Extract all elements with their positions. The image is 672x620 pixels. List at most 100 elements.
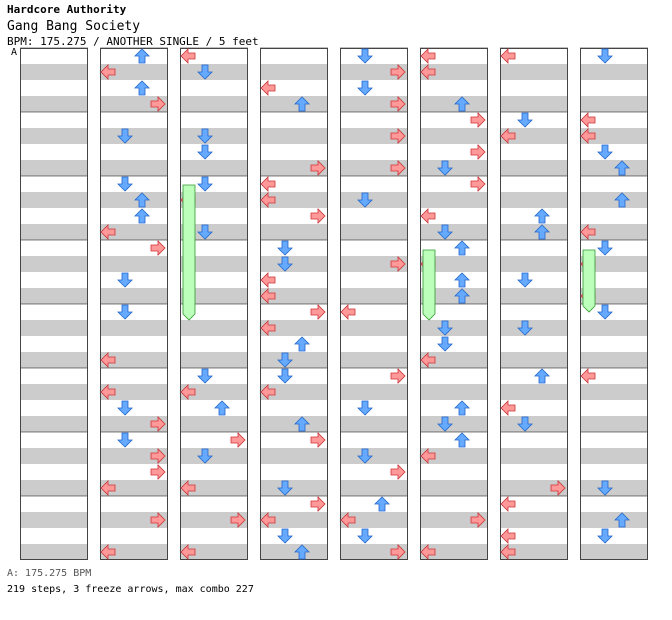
step-arrow bbox=[390, 64, 406, 80]
stripe bbox=[20, 512, 88, 528]
step-arrow bbox=[420, 48, 436, 64]
stripe bbox=[260, 384, 328, 400]
stripe bbox=[580, 384, 648, 400]
step-arrow bbox=[100, 352, 116, 368]
stripe bbox=[180, 64, 248, 80]
step-arrow bbox=[500, 48, 516, 64]
stripe bbox=[100, 96, 168, 112]
step-arrow bbox=[580, 368, 596, 384]
stripe bbox=[420, 96, 488, 112]
step-arrow bbox=[260, 192, 276, 208]
stripe bbox=[180, 448, 248, 464]
step-arrow bbox=[357, 400, 373, 416]
stripe bbox=[100, 288, 168, 304]
step-arrow bbox=[357, 80, 373, 96]
step-arrow bbox=[357, 48, 373, 64]
stripe bbox=[420, 160, 488, 176]
stripe bbox=[260, 320, 328, 336]
header-title: Gang Bang Society bbox=[7, 19, 141, 34]
step-arrow bbox=[197, 128, 213, 144]
stripe bbox=[580, 512, 648, 528]
step-arrow bbox=[437, 416, 453, 432]
step-arrow bbox=[517, 272, 533, 288]
stripe bbox=[420, 224, 488, 240]
step-arrow bbox=[180, 384, 196, 400]
stripe bbox=[420, 256, 488, 272]
step-arrow bbox=[470, 176, 486, 192]
step-arrow bbox=[260, 272, 276, 288]
step-arrow bbox=[357, 192, 373, 208]
stripe bbox=[20, 320, 88, 336]
step-arrow bbox=[437, 320, 453, 336]
stripe bbox=[580, 544, 648, 560]
step-arrow bbox=[374, 496, 390, 512]
stripe bbox=[340, 512, 408, 528]
stripe bbox=[20, 224, 88, 240]
stripe bbox=[500, 288, 568, 304]
stripe bbox=[500, 512, 568, 528]
stripe bbox=[180, 288, 248, 304]
step-arrow bbox=[180, 480, 196, 496]
stripe bbox=[20, 384, 88, 400]
stripe bbox=[180, 416, 248, 432]
stripe bbox=[180, 256, 248, 272]
stripe bbox=[500, 544, 568, 560]
step-arrow bbox=[134, 48, 150, 64]
stripe bbox=[500, 64, 568, 80]
stripe bbox=[20, 288, 88, 304]
stripe bbox=[340, 416, 408, 432]
step-arrow bbox=[454, 272, 470, 288]
step-arrow bbox=[310, 208, 326, 224]
stripe bbox=[500, 352, 568, 368]
stripe bbox=[180, 192, 248, 208]
stripe bbox=[500, 320, 568, 336]
step-arrow bbox=[534, 368, 550, 384]
stripe bbox=[20, 160, 88, 176]
stripe bbox=[100, 448, 168, 464]
stripe bbox=[260, 256, 328, 272]
stripe bbox=[180, 96, 248, 112]
stripe bbox=[340, 256, 408, 272]
stripe bbox=[100, 160, 168, 176]
stripe bbox=[500, 128, 568, 144]
stripe bbox=[340, 128, 408, 144]
stripe bbox=[420, 64, 488, 80]
stripe bbox=[180, 512, 248, 528]
step-arrow bbox=[500, 128, 516, 144]
stripe bbox=[420, 448, 488, 464]
step-arrow bbox=[260, 384, 276, 400]
step-arrow bbox=[597, 240, 613, 256]
stripe bbox=[580, 416, 648, 432]
step-arrow bbox=[470, 112, 486, 128]
step-arrow bbox=[437, 336, 453, 352]
stripe bbox=[420, 192, 488, 208]
step-arrow bbox=[470, 512, 486, 528]
stripe bbox=[340, 544, 408, 560]
step-arrow bbox=[340, 304, 356, 320]
step-arrow bbox=[420, 208, 436, 224]
column-border bbox=[180, 48, 248, 560]
step-arrow bbox=[390, 96, 406, 112]
step-arrow bbox=[597, 480, 613, 496]
step-arrow bbox=[117, 176, 133, 192]
stripe bbox=[180, 480, 248, 496]
step-arrow bbox=[580, 128, 596, 144]
step-arrow bbox=[454, 240, 470, 256]
step-arrow bbox=[100, 544, 116, 560]
step-arrow bbox=[310, 432, 326, 448]
stripe bbox=[180, 128, 248, 144]
step-arrow bbox=[500, 496, 516, 512]
step-arrow bbox=[100, 64, 116, 80]
stripe bbox=[260, 448, 328, 464]
header-info: BPM: 175.275 / ANOTHER SINGLE / 5 feet bbox=[7, 35, 259, 48]
stripe bbox=[420, 480, 488, 496]
stripe bbox=[500, 384, 568, 400]
step-arrow bbox=[310, 304, 326, 320]
step-arrow bbox=[550, 480, 566, 496]
step-arrow bbox=[277, 368, 293, 384]
step-arrow bbox=[260, 80, 276, 96]
step-arrow bbox=[214, 400, 230, 416]
step-arrow bbox=[517, 320, 533, 336]
step-arrow bbox=[534, 208, 550, 224]
